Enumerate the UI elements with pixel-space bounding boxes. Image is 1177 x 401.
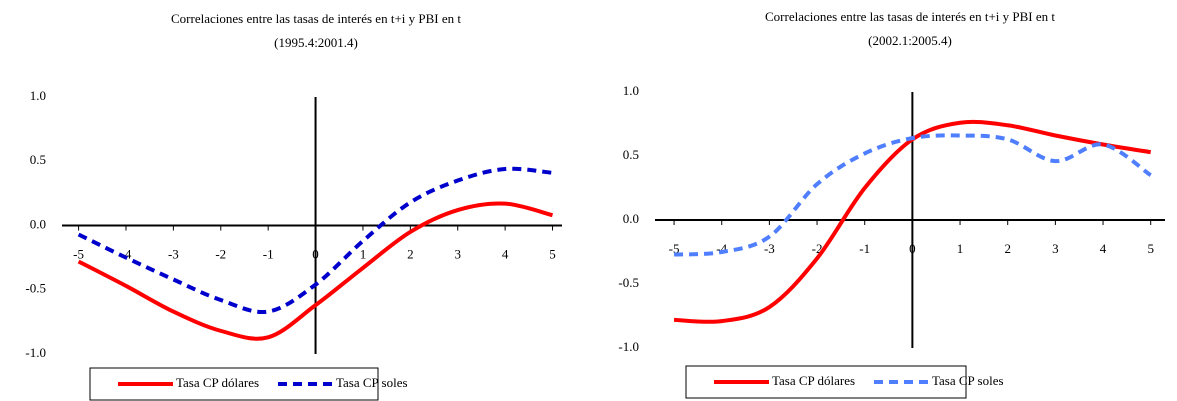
x-tick-label: -4 xyxy=(716,241,727,256)
legend-label: Tasa CP dólares xyxy=(176,375,259,390)
x-tick-label: -5 xyxy=(669,241,680,256)
x-tick-label: 4 xyxy=(502,246,509,261)
y-tick-label: -0.5 xyxy=(618,275,639,290)
legend-label: Tasa CP dólares xyxy=(772,373,855,388)
legend-label: Tasa CP soles xyxy=(336,375,408,390)
x-tick-label: -1 xyxy=(859,241,870,256)
x-tick-label: 4 xyxy=(1100,241,1107,256)
y-tick-label: 0.5 xyxy=(30,152,46,167)
chart-title: Correlaciones entre las tasas de interés… xyxy=(765,9,1055,24)
x-tick-label: 2 xyxy=(1004,241,1011,256)
x-tick-label: 1 xyxy=(360,246,367,261)
y-tick-label: 1.0 xyxy=(30,88,46,103)
chart-subtitle: (1995.4:2001.4) xyxy=(274,35,358,50)
series-line xyxy=(77,201,554,341)
x-tick-label: 3 xyxy=(1052,241,1059,256)
x-tick-label: 0 xyxy=(312,246,319,261)
y-tick-label: 0.0 xyxy=(623,211,639,226)
y-tick-label: -1.0 xyxy=(25,345,46,360)
x-tick-label: -4 xyxy=(121,246,132,261)
x-tick-label: -3 xyxy=(764,241,775,256)
chart: Correlaciones entre las tasas de interés… xyxy=(618,9,1165,399)
x-tick-label: 0 xyxy=(909,241,916,256)
series-line xyxy=(77,166,553,315)
y-tick-label: 0.0 xyxy=(30,216,46,231)
x-tick-label: -5 xyxy=(73,246,84,261)
x-tick-label: 2 xyxy=(407,246,414,261)
legend-label: Tasa CP soles xyxy=(932,373,1004,388)
y-tick-label: 0.5 xyxy=(623,147,639,162)
y-tick-label: -0.5 xyxy=(25,281,46,296)
x-tick-label: -2 xyxy=(812,241,823,256)
x-tick-label: 3 xyxy=(454,246,461,261)
x-tick-label: -1 xyxy=(263,246,274,261)
chart: Correlaciones entre las tasas de interés… xyxy=(25,11,562,401)
series-line xyxy=(673,133,1152,257)
x-tick-label: 1 xyxy=(957,241,964,256)
x-tick-label: 5 xyxy=(1147,241,1154,256)
series-line xyxy=(673,119,1152,324)
x-tick-label: 5 xyxy=(549,246,556,261)
x-tick-label: -3 xyxy=(168,246,179,261)
chart-title: Correlaciones entre las tasas de interés… xyxy=(171,11,461,26)
y-tick-label: 1.0 xyxy=(623,83,639,98)
chart-subtitle: (2002.1:2005.4) xyxy=(868,33,952,48)
y-tick-label: -1.0 xyxy=(618,339,639,354)
x-tick-label: -2 xyxy=(215,246,226,261)
